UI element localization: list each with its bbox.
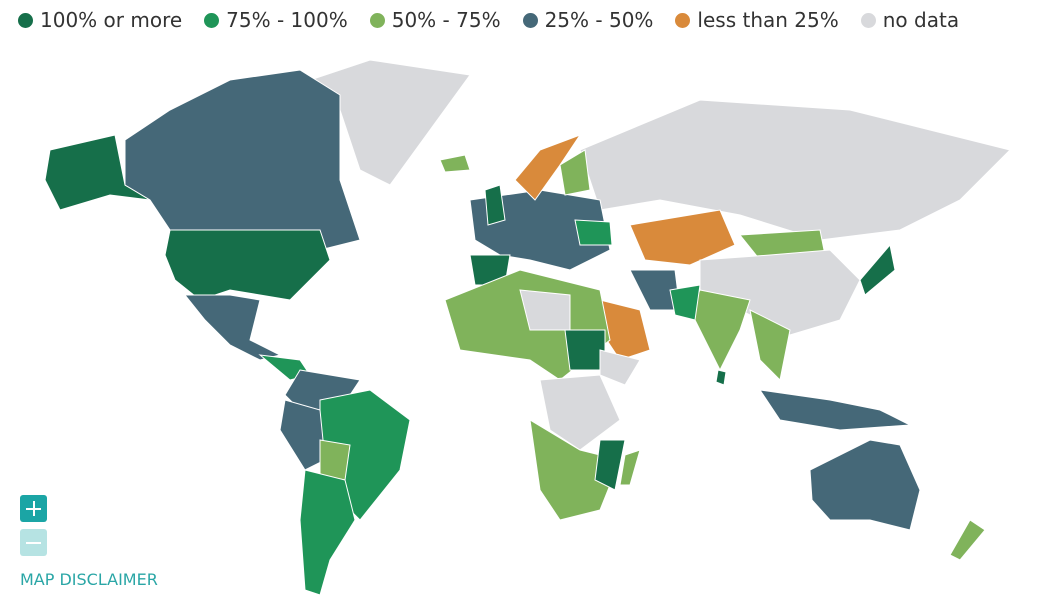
country-shape[interactable] bbox=[574, 219, 613, 246]
legend-item: 75% - 100% bbox=[204, 8, 348, 32]
country-shape[interactable] bbox=[44, 134, 151, 211]
country-shape[interactable] bbox=[758, 389, 912, 431]
country-shape[interactable] bbox=[689, 289, 751, 372]
map-disclaimer-link[interactable]: MAP DISCLAIMER bbox=[20, 570, 158, 589]
country-shape[interactable] bbox=[564, 329, 606, 371]
legend-swatch bbox=[369, 12, 385, 28]
legend-swatch bbox=[860, 12, 876, 28]
legend-label: 50% - 75% bbox=[391, 8, 501, 32]
legend-label: less than 25% bbox=[697, 8, 839, 32]
country-shape[interactable] bbox=[183, 294, 282, 361]
legend: 100% or more 75% - 100% 50% - 75% 25% - 50%… bbox=[18, 8, 981, 32]
country-shape[interactable] bbox=[669, 284, 701, 321]
zoom-out-button[interactable] bbox=[20, 529, 47, 556]
country-shape[interactable] bbox=[529, 419, 621, 521]
country-shape[interactable] bbox=[279, 399, 326, 471]
country-shape[interactable] bbox=[514, 133, 582, 201]
country-shape[interactable] bbox=[299, 469, 356, 596]
country-shape[interactable] bbox=[949, 519, 986, 561]
country-shape[interactable] bbox=[309, 59, 471, 186]
country-shape[interactable] bbox=[124, 69, 361, 251]
legend-swatch bbox=[18, 12, 33, 28]
legend-label: 25% - 50% bbox=[544, 8, 654, 32]
legend-item: less than 25% bbox=[675, 8, 839, 32]
legend-item: 50% - 75% bbox=[369, 8, 501, 32]
country-shape[interactable] bbox=[619, 449, 641, 486]
zoom-in-button[interactable] bbox=[20, 495, 47, 522]
country-shape[interactable] bbox=[579, 99, 1011, 241]
country-shape[interactable] bbox=[599, 349, 641, 386]
legend-item: 100% or more bbox=[18, 8, 182, 32]
legend-item: no data bbox=[860, 8, 960, 32]
legend-label: 75% - 100% bbox=[226, 8, 348, 32]
country-shape[interactable] bbox=[319, 439, 351, 481]
legend-item: 25% - 50% bbox=[522, 8, 654, 32]
country-shape[interactable] bbox=[715, 369, 727, 386]
country-shape[interactable] bbox=[559, 149, 591, 196]
country-shape[interactable] bbox=[749, 309, 791, 382]
legend-label: 100% or more bbox=[40, 8, 183, 32]
legend-swatch bbox=[204, 12, 220, 28]
country-shape[interactable] bbox=[164, 229, 331, 301]
legend-swatch bbox=[675, 12, 691, 28]
legend-swatch bbox=[522, 12, 538, 28]
country-shape[interactable] bbox=[809, 439, 921, 531]
country-shape[interactable] bbox=[629, 209, 736, 266]
legend-label: no data bbox=[882, 8, 960, 32]
country-shape[interactable] bbox=[439, 154, 471, 173]
country-shape[interactable] bbox=[539, 374, 621, 451]
country-shape[interactable] bbox=[484, 184, 506, 226]
country-shape[interactable] bbox=[469, 189, 611, 271]
country-shape[interactable] bbox=[594, 439, 626, 491]
country-shape[interactable] bbox=[859, 243, 896, 296]
